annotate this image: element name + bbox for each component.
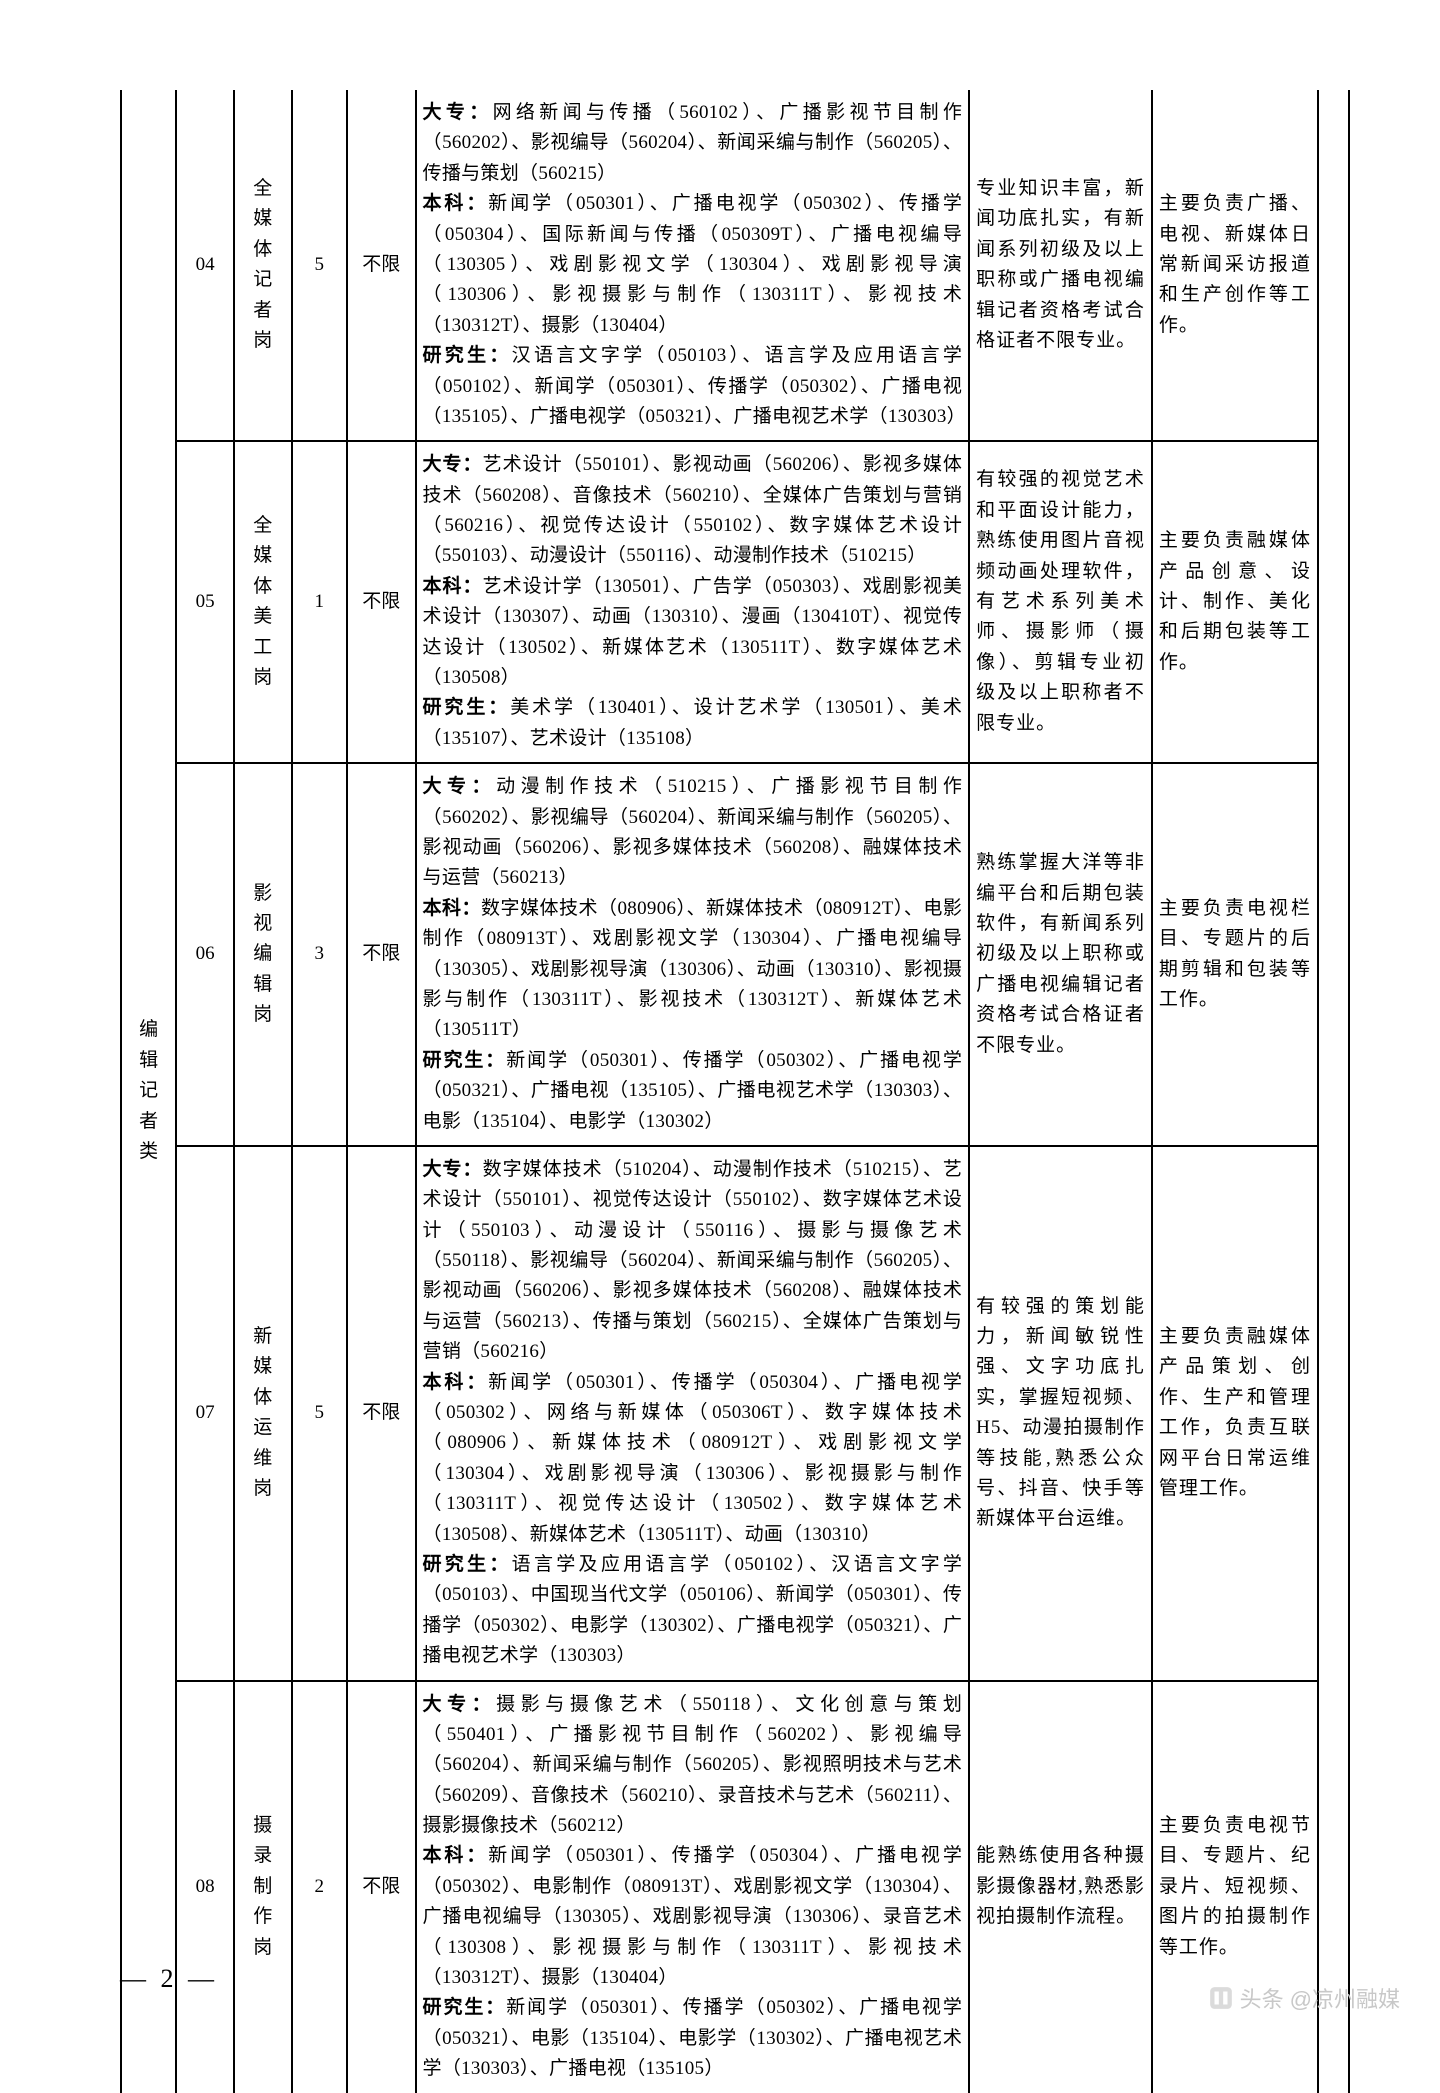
table-row: 06影视编辑岗3不限大专：动漫制作技术（510215）、广播影视节目制作（560… bbox=[121, 763, 1349, 1146]
duty-cell: 主要负责电视节目、专题片、纪录片、短视频、图片的拍摄制作等工作。 bbox=[1152, 1681, 1318, 2093]
code-cell: 04 bbox=[176, 90, 234, 441]
post-cell: 全媒体美工岗 bbox=[234, 441, 292, 763]
requirement-cell: 有较强的策划能力，新闻敏锐性强、文字功底扎实，掌握短视频、H5、动漫拍摄制作等技… bbox=[969, 1146, 1152, 1681]
extra-cell bbox=[1318, 90, 1349, 2093]
major-cell: 大专：艺术设计（550101）、影视动画（560206）、影视多媒体技术（560… bbox=[416, 441, 970, 763]
major-cell: 大专：网络新闻与传播（560102）、广播影视节目制作（560202）、影视编导… bbox=[416, 90, 970, 441]
count-cell: 3 bbox=[292, 763, 347, 1146]
requirement-cell: 有较强的视觉艺术和平面设计能力，熟练使用图片音视频动画处理软件，有艺术系列美术师… bbox=[969, 441, 1152, 763]
watermark: 头条 @凉州融媒 bbox=[1208, 1982, 1400, 2014]
code-cell: 08 bbox=[176, 1681, 234, 2093]
count-cell: 2 bbox=[292, 1681, 347, 2093]
post-cell: 全媒体记者岗 bbox=[234, 90, 292, 441]
limit-cell: 不限 bbox=[347, 90, 416, 441]
count-cell: 5 bbox=[292, 1146, 347, 1681]
major-cell: 大专：动漫制作技术（510215）、广播影视节目制作（560202）、影视编导（… bbox=[416, 763, 970, 1146]
requirement-cell: 专业知识丰富，新闻功底扎实，有新闻系列初级及以上职称或广播电视编辑记者资格考试合… bbox=[969, 90, 1152, 441]
limit-cell: 不限 bbox=[347, 1681, 416, 2093]
page-number: — 2 — bbox=[120, 1964, 218, 1994]
code-cell: 06 bbox=[176, 763, 234, 1146]
count-cell: 1 bbox=[292, 441, 347, 763]
table-row: 08摄录制作岗2不限大专：摄影与摄像艺术（550118）、文化创意与策划（550… bbox=[121, 1681, 1349, 2093]
table-row: 05全媒体美工岗1不限大专：艺术设计（550101）、影视动画（560206）、… bbox=[121, 441, 1349, 763]
requirement-cell: 熟练掌握大洋等非编平台和后期包装软件，有新闻系列初级及以上职称或广播电视编辑记者… bbox=[969, 763, 1152, 1146]
limit-cell: 不限 bbox=[347, 1146, 416, 1681]
code-cell: 07 bbox=[176, 1146, 234, 1681]
requirement-cell: 能熟练使用各种摄影摄像器材,熟悉影视拍摄制作流程。 bbox=[969, 1681, 1152, 2093]
limit-cell: 不限 bbox=[347, 441, 416, 763]
code-cell: 05 bbox=[176, 441, 234, 763]
count-cell: 5 bbox=[292, 90, 347, 441]
recruitment-table: 编辑记者类04全媒体记者岗5不限大专：网络新闻与传播（560102）、广播影视节… bbox=[120, 90, 1350, 2093]
major-cell: 大专：数字媒体技术（510204）、动漫制作技术（510215）、艺术设计（55… bbox=[416, 1146, 970, 1681]
table-row: 07新媒体运维岗5不限大专：数字媒体技术（510204）、动漫制作技术（5102… bbox=[121, 1146, 1349, 1681]
duty-cell: 主要负责电视栏目、专题片的后期剪辑和包装等工作。 bbox=[1152, 763, 1318, 1146]
major-cell: 大专：摄影与摄像艺术（550118）、文化创意与策划（550401）、广播影视节… bbox=[416, 1681, 970, 2093]
watermark-text-1: 头条 bbox=[1240, 1982, 1284, 2014]
watermark-text-2: @凉州融媒 bbox=[1290, 1982, 1400, 2014]
post-cell: 新媒体运维岗 bbox=[234, 1146, 292, 1681]
table-row: 编辑记者类04全媒体记者岗5不限大专：网络新闻与传播（560102）、广播影视节… bbox=[121, 90, 1349, 441]
duty-cell: 主要负责广播、电视、新媒体日常新闻采访报道和生产创作等工作。 bbox=[1152, 90, 1318, 441]
toutiao-icon bbox=[1208, 1985, 1234, 2011]
limit-cell: 不限 bbox=[347, 763, 416, 1146]
post-cell: 摄录制作岗 bbox=[234, 1681, 292, 2093]
document-page: 编辑记者类04全媒体记者岗5不限大专：网络新闻与传播（560102）、广播影视节… bbox=[0, 0, 1440, 2034]
duty-cell: 主要负责融媒体产品创意、设计、制作、美化和后期包装等工作。 bbox=[1152, 441, 1318, 763]
duty-cell: 主要负责融媒体产品策划、创作、生产和管理工作，负责互联网平台日常运维管理工作。 bbox=[1152, 1146, 1318, 1681]
post-cell: 影视编辑岗 bbox=[234, 763, 292, 1146]
category-cell: 编辑记者类 bbox=[121, 90, 176, 2093]
